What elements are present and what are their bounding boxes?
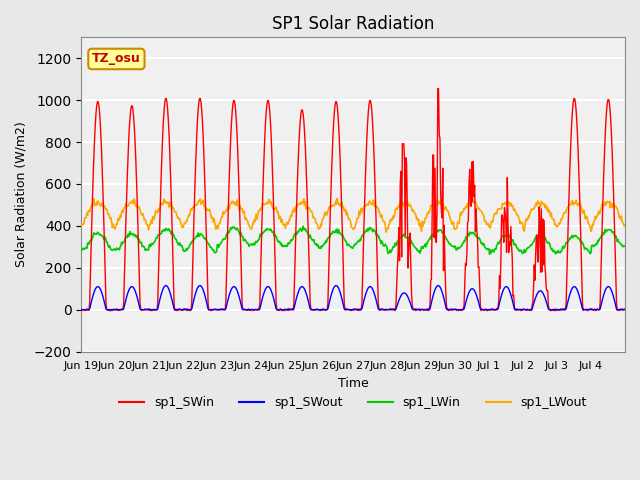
Text: TZ_osu: TZ_osu [92, 52, 141, 65]
Y-axis label: Solar Radiation (W/m2): Solar Radiation (W/m2) [15, 121, 28, 267]
X-axis label: Time: Time [338, 377, 369, 390]
Title: SP1 Solar Radiation: SP1 Solar Radiation [272, 15, 435, 33]
Legend: sp1_SWin, sp1_SWout, sp1_LWin, sp1_LWout: sp1_SWin, sp1_SWout, sp1_LWin, sp1_LWout [114, 391, 592, 414]
